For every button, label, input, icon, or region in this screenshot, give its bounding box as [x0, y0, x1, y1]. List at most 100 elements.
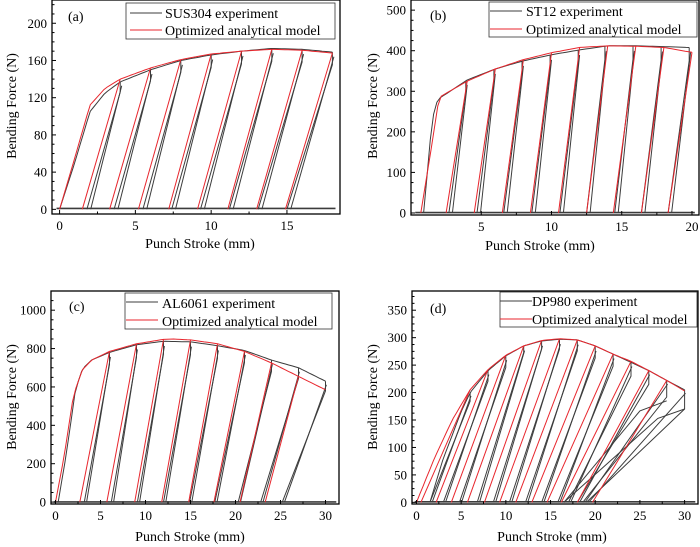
y-axis-label-c: Bending Force (N): [5, 344, 20, 450]
model-cycle-line: [197, 51, 242, 210]
model-envelope-line: [416, 338, 685, 503]
x-axis-c: 0 5 10 15 20 25 30: [52, 500, 332, 523]
model-cycle-line: [106, 343, 137, 503]
legend-label-model-d: Optimized analytical model: [532, 313, 688, 328]
experiment-reload-line: [240, 364, 273, 503]
experiment-reload-line: [191, 350, 219, 503]
experiment-tail-curve: [563, 408, 685, 503]
experiment-reload-line: [117, 73, 153, 210]
legend-label-model-a: Optimized analytical model: [165, 24, 321, 39]
experiment-unload-line: [136, 341, 164, 503]
plot-area-b: [415, 45, 695, 214]
experiment-unload-line: [557, 354, 614, 503]
experiment-reload-line: [506, 65, 524, 214]
y-tick-label: 100: [387, 165, 407, 180]
experiment-unload-line: [214, 350, 245, 503]
model-cycle-line: [239, 362, 272, 503]
experiment-unload-line: [281, 381, 326, 503]
subplot-c: (c) Punch Stroke (mm) Bending Force (N) …: [5, 290, 340, 545]
model-cycle-line: [560, 361, 632, 503]
y-axis-label-d: Bending Force (N): [366, 344, 381, 450]
y-tick-label: 50: [394, 467, 407, 482]
y-tick-label: 500: [387, 3, 407, 18]
experiment-unload-line: [541, 345, 596, 503]
model-cycle-line: [435, 369, 489, 503]
legend-label-experiment-b: ST12 experiment: [526, 5, 623, 20]
experiment-reload-line: [113, 349, 138, 503]
x-tick-label: 15: [184, 508, 197, 523]
plot-area-c: [53, 338, 337, 503]
x-tick-label: 5: [132, 218, 139, 233]
experiment-envelope-line: [59, 48, 333, 210]
experiment-unload-line: [508, 339, 560, 503]
series-model-d: [416, 338, 685, 503]
x-axis-b: 5 10 15 20: [478, 211, 698, 234]
y-tick-label: 300: [387, 84, 407, 99]
y-tick-label: 0: [41, 202, 48, 217]
model-cycle-line: [546, 353, 614, 503]
experiment-unload-line: [559, 50, 579, 214]
x-tick-label: 20: [589, 508, 602, 523]
x-tick-label: 15: [280, 218, 293, 233]
legend-label-experiment-d: DP980 experiment: [532, 295, 637, 310]
model-cycle-line: [188, 343, 218, 503]
legend-box-a: [125, 2, 336, 40]
legend-label-experiment-c: AL6061 experiment: [162, 297, 275, 312]
y-tick-label: 200: [27, 456, 47, 471]
y-tick-label: 1000: [20, 303, 46, 318]
model-cycle-line: [256, 50, 303, 210]
experiment-reload-line: [584, 383, 669, 503]
model-cycle-line: [134, 339, 164, 503]
experiment-unload-line: [171, 54, 212, 210]
experiment-reload-line: [671, 52, 692, 214]
series-model-b: [420, 45, 693, 214]
x-axis-label-b: Punch Stroke (mm): [485, 239, 595, 254]
y-tick-label: 400: [387, 43, 407, 58]
experiment-reload-line: [480, 73, 496, 214]
x-tick-label: 0: [413, 508, 420, 523]
experiment-reload-line: [203, 55, 244, 210]
experiment-reload-line: [262, 371, 300, 503]
experiment-unload-line: [110, 344, 137, 503]
experiment-reload-line: [216, 354, 246, 503]
x-tick-label: 25: [274, 508, 287, 523]
subplot-d: (d) Punch Stroke (mm) Bending Force (N) …: [366, 290, 699, 545]
experiment-unload-line: [237, 360, 272, 503]
series-model-a: [59, 48, 333, 210]
experiment-reload-line: [559, 358, 615, 503]
experiment-unload-line: [476, 69, 495, 214]
model-cycle-line: [558, 47, 581, 214]
experiment-reload-line: [139, 346, 165, 503]
model-envelope-line: [59, 48, 333, 210]
experiment-unload-line: [525, 339, 578, 503]
experiment-unload-line: [531, 55, 551, 214]
experiment-reload-line: [495, 345, 543, 503]
x-tick-label: 0: [56, 218, 63, 233]
series-model-c: [55, 338, 326, 503]
experiment-tail-curve: [563, 400, 667, 503]
axes-frame-b: [410, 0, 700, 216]
x-tick-label: 5: [458, 508, 465, 523]
experiment-reload-line: [232, 53, 274, 210]
plot-area-d: [414, 338, 696, 503]
experiment-unload-line: [429, 392, 471, 503]
y-tick-label: 200: [388, 385, 408, 400]
model-cycle-line: [168, 53, 212, 210]
model-cycle-line: [473, 68, 496, 214]
model-cycle-line: [592, 380, 668, 503]
x-tick-label: 30: [678, 508, 691, 523]
y-tick-label: 0: [401, 495, 408, 510]
legend-a: SUS304 experiment Optimized analytical m…: [125, 2, 336, 40]
experiment-reload-line: [165, 346, 192, 503]
experiment-reload-line: [570, 366, 633, 503]
x-tick-label: 15: [615, 219, 628, 234]
experiment-unload-line: [448, 80, 467, 214]
legend-c: AL6061 experiment Optimized analytical m…: [124, 292, 333, 330]
x-axis-d: 0 5 10 15 20 25 30: [413, 500, 691, 523]
experiment-unload-line: [260, 367, 299, 503]
y-tick-label: 150: [388, 413, 408, 428]
plot-area-a: [56, 48, 336, 210]
axes-frame-c: [50, 290, 340, 505]
experiment-reload-line: [579, 374, 651, 503]
